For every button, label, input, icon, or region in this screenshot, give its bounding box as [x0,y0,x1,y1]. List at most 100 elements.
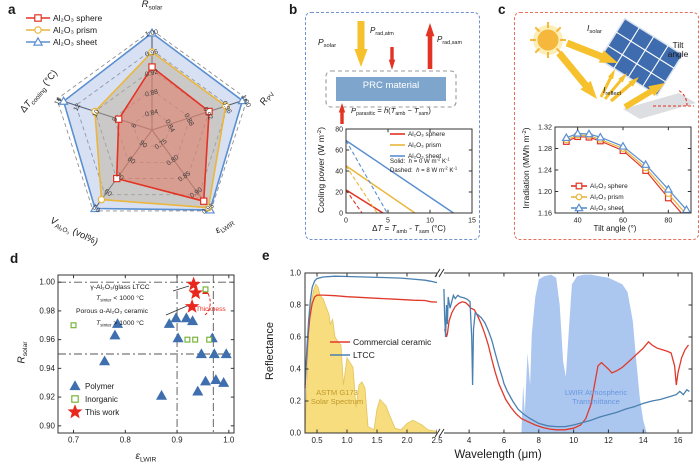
svg-text:1.32: 1.32 [538,123,552,132]
svg-text:1.0: 1.0 [223,436,235,445]
legend-label: This work [85,407,120,417]
svg-text:0.7: 0.7 [68,436,80,445]
legend-item: Al₂O₃ sheet [26,36,102,47]
p-solar-label: Psolar [318,37,337,50]
solid-line-note: Solid: h = 0 W m-2 K-1 [390,156,450,165]
tilt-schematic [530,17,696,119]
legend-item: LTCC [330,350,431,360]
ceramic-marker-icon [330,341,350,343]
spectra-chart: 0.5 1.0 1.5 2.0 2.5 4 6 8 10 12 14 16 0.0 0.2 0.4 0.6 0.… [290,269,693,445]
legend-item: Al₂O₃ sheet [571,203,628,213]
prism-marker-icon [571,193,587,201]
legend-label: Al₂O₃ sphere [53,13,103,23]
cooling-line [345,189,384,214]
spectra-ylabel: Reflectance [264,321,276,381]
cooling-power-xlabel: ΔT = Tamb - Tsam (°C) [372,224,446,235]
svg-text:60: 60 [619,216,627,225]
polymer-marker-icon [69,380,81,391]
sheet-marker-icon [390,155,405,157]
irradiation-chart: 40 60 80 1.16 1.20 1.24 1.28 1.32 [538,123,692,225]
spectra-legend: Commercial ceramic LTCC [330,337,431,360]
svg-text:0.8: 0.8 [120,436,132,445]
svg-text:0.96: 0.96 [144,48,159,58]
svg-text:50: 50 [91,204,101,214]
panel-d-scatter: d 0.7 0.8 0.9 1.0 0.90 0.92 0.94 0.96 0.98 1.00 P… [8,247,260,475]
radar-legend: Al₂O₃ sphere Al₂O₃ prism Al₂O₃ sheet [26,13,102,47]
svg-text:8: 8 [537,436,542,445]
svg-text:0.6: 0.6 [290,333,302,342]
svg-text:14: 14 [54,96,64,106]
svg-text:70: 70 [114,172,124,182]
panel-e-spectra: e 0.5 1.0 1.5 2.0 2.5 4 6 8 10 12 14 16 0.0 0.2 0.4 0.6… [258,245,700,475]
cooling-power-ylabel: Cooling power (W m-2) [316,127,326,213]
legend-item: Al₂O₃ sheet [390,151,445,161]
svg-text:60: 60 [335,148,343,155]
scatter-series-polymer [99,312,232,400]
panel-label-e: e [262,248,270,263]
legend-label: Polymer [85,381,115,391]
svg-text:0: 0 [339,211,343,218]
prc-material-box-label: PRC material [362,80,420,91]
svg-text:1.20: 1.20 [538,187,552,196]
legend-label: Al₂O₃ prism [590,193,624,201]
legend-item: Commercial ceramic [330,337,431,347]
spectra-line [304,275,438,386]
prc-schematic [325,21,457,124]
svg-text:0.88: 0.88 [144,88,159,98]
p-rad-atm-label: Prad,atm [370,26,394,37]
legend-item: Al₂O₃ prism [26,25,102,35]
legend-label: Al₂O₃ prism [408,141,442,149]
cooling-line [345,139,454,214]
legend-item: Inorganic [68,394,119,404]
radar-chart: 1.000.960.920.880.841.000.960.920.880.84… [54,27,252,216]
svg-text:10: 10 [569,436,578,445]
legend-label: Commercial ceramic [353,337,432,347]
annotation-tsinter-high: Tsinter > 1000 °C [96,320,144,328]
panel-c-box: Isolar Ireflect Tilt angle 40 60 80 1.16 1.2… [514,12,699,240]
legend-label: Al₂O₃ prism [53,25,98,35]
svg-text:6: 6 [131,123,139,130]
p-rad-sam-label: Prad,sam [437,35,462,46]
svg-text:12: 12 [604,436,613,445]
panel-label-a: a [8,2,16,17]
solar-panel [598,17,684,97]
annotation-thickness: Thickness [196,306,226,313]
svg-text:2.0: 2.0 [401,436,413,445]
p-parasitic-equation: Pparasitic = h(Tamb − Tsam) [351,106,431,117]
panel-a-radar: a Al₂O₃ sphere Al₂O₃ prism Al₂O₃ sheet 1.0… [0,0,302,264]
irradiation-xlabel: Tilt angle (°) [593,224,637,233]
svg-text:0.0: 0.0 [290,429,302,438]
panel-b-box: Psolar Prad,atm Prad,sam PRC material Pp… [305,12,480,240]
inorganic-marker-icon [71,395,79,403]
tilt-angle-label: Tilt angle [667,40,689,60]
scatter-legend: Polymer Inorganic This work [67,380,120,419]
annotation-ltcc: γ-Al₂O₃/glass LTCC [90,284,150,291]
svg-text:1.0: 1.0 [290,269,302,278]
svg-text:10: 10 [426,218,434,225]
ltcc-marker-icon [330,354,350,356]
svg-text:1.28: 1.28 [538,144,552,153]
cooling-line [345,165,416,214]
svg-text:1.5: 1.5 [371,436,383,445]
legend-item: Al₂O₃ sphere [571,181,628,191]
svg-text:40: 40 [335,169,343,176]
scatter-chart: 0.7 0.8 0.9 1.0 0.90 0.92 0.94 0.96 0.98 1.00 [39,274,235,445]
legend-item: Al₂O₃ sphere [26,13,102,23]
svg-text:6: 6 [502,436,507,445]
prism-marker-icon [390,144,405,146]
svg-text:0.8: 0.8 [290,301,302,310]
svg-text:0.92: 0.92 [144,68,159,78]
legend-item: Al₂O₃ sphere [390,129,445,139]
svg-text:4: 4 [467,436,472,445]
svg-text:0.90: 0.90 [39,421,55,430]
scatter-xlabel: εLWIR [135,451,157,464]
svg-text:5: 5 [386,218,390,225]
legend-label: LTCC [353,350,375,360]
lwir-transmittance-label: LWIR Atmospheric Transmittance [564,388,628,406]
svg-text:1.24: 1.24 [538,166,552,175]
spectra-line [443,288,690,428]
svg-text:0.84: 0.84 [144,108,159,118]
svg-text:0.9: 0.9 [171,436,183,445]
svg-text:10: 10 [92,109,102,119]
svg-text:16: 16 [674,436,683,445]
